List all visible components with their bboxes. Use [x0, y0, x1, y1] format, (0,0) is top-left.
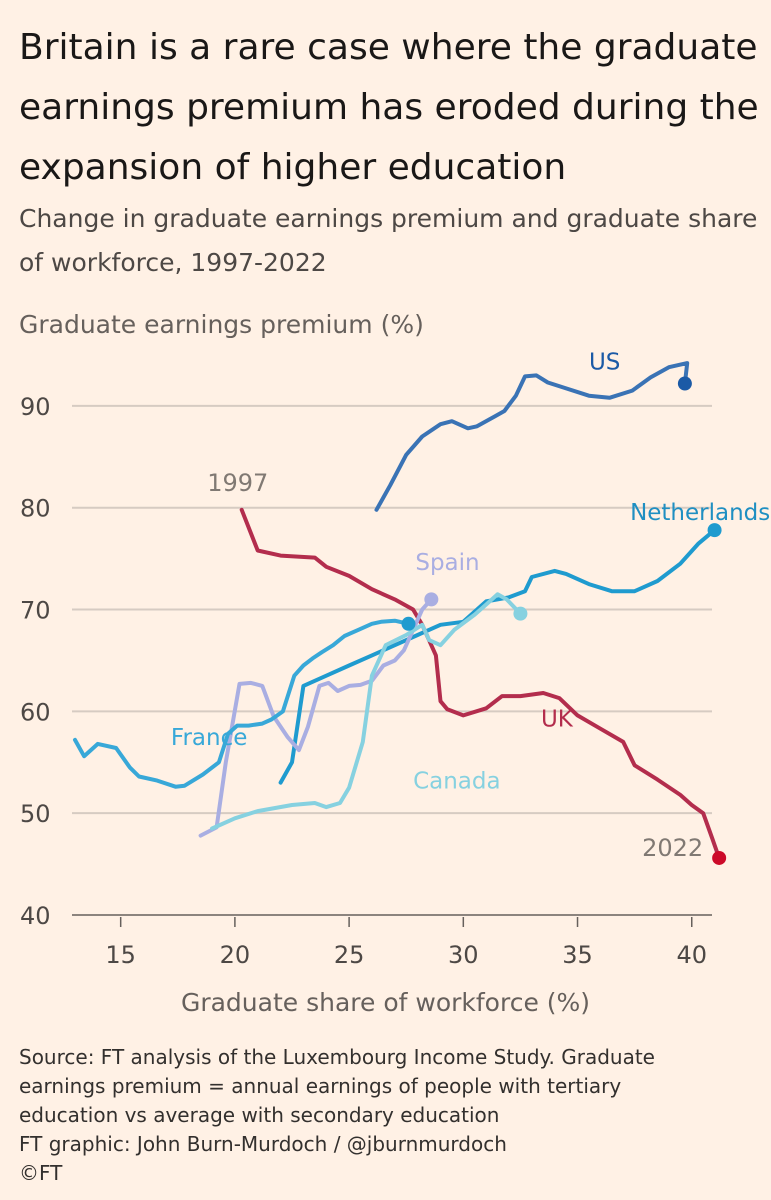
- year-annotations: 1997 2022: [207, 469, 703, 862]
- series-labels: US Netherlands Spain UK France Canada: [171, 350, 770, 795]
- x-tick-label: 40: [676, 941, 707, 969]
- series-label-uk: UK: [541, 707, 574, 733]
- x-tick-label: 35: [562, 941, 593, 969]
- chart-title: Britain is a rare case where the graduat…: [19, 27, 759, 188]
- series-label-spain: Spain: [415, 550, 479, 576]
- y-tick-label: 60: [20, 698, 51, 726]
- y-tick-label: 90: [20, 393, 51, 421]
- series-endpoint-uk: [712, 850, 727, 865]
- source-line: earnings premium = annual earnings of pe…: [19, 1074, 622, 1098]
- series-label-us: US: [589, 350, 620, 375]
- source-note: Source: FT analysis of the Luxembourg In…: [19, 1043, 759, 1188]
- series-lines: [73, 361, 722, 860]
- series-label-netherlands: Netherlands: [630, 500, 770, 526]
- series-line-us: [374, 361, 690, 512]
- y-tick-label: 80: [20, 495, 51, 523]
- y-tick-label: 50: [20, 800, 51, 828]
- x-tick-label: 25: [334, 941, 365, 969]
- chart-subtitle: Change in graduate earnings premium and …: [19, 204, 758, 277]
- series-line-spain: [198, 597, 434, 838]
- series-endpoint-us: [677, 376, 692, 391]
- series-endpoint-netherlands: [707, 523, 722, 538]
- year-annotation: 2022: [642, 834, 703, 862]
- source-line: education vs average with secondary educ…: [19, 1103, 500, 1127]
- x-tick-label: 15: [105, 941, 136, 969]
- y-tick-label: 40: [20, 902, 51, 930]
- series-label-france: France: [171, 725, 247, 751]
- series-label-canada: Canada: [413, 769, 501, 795]
- y-axis-label: Graduate earnings premium (%): [19, 310, 424, 339]
- series-line-canada: [210, 592, 523, 831]
- chart-plot: 40 50 60 70 80 90 15 20 25 30 35 40 US Netherlands S…: [20, 350, 770, 969]
- y-tick-label: 70: [20, 597, 51, 625]
- grid-lines: [72, 404, 712, 916]
- series-line-uk: [239, 507, 722, 860]
- x-tick-label: 20: [220, 941, 251, 969]
- series-endpoint-france: [401, 616, 416, 631]
- source-line: Source: FT analysis of the Luxembourg In…: [19, 1045, 655, 1069]
- x-tick-label: 30: [448, 941, 479, 969]
- series-line-france: [73, 618, 411, 789]
- y-tick-labels: 40 50 60 70 80 90: [20, 393, 51, 930]
- copyright-line: ©FT: [19, 1161, 63, 1185]
- series-endpoint-spain: [424, 592, 439, 607]
- series-line-netherlands: [278, 528, 717, 785]
- x-tick-labels: 15 20 25 30 35 40: [105, 917, 707, 969]
- x-axis-label: Graduate share of workforce (%): [180, 988, 591, 1017]
- credit-line: FT graphic: John Burn-Murdoch / @jburnmu…: [19, 1132, 507, 1156]
- series-endpoint-canada: [513, 606, 528, 621]
- year-annotation: 1997: [207, 469, 268, 497]
- series-endpoints: [401, 376, 727, 865]
